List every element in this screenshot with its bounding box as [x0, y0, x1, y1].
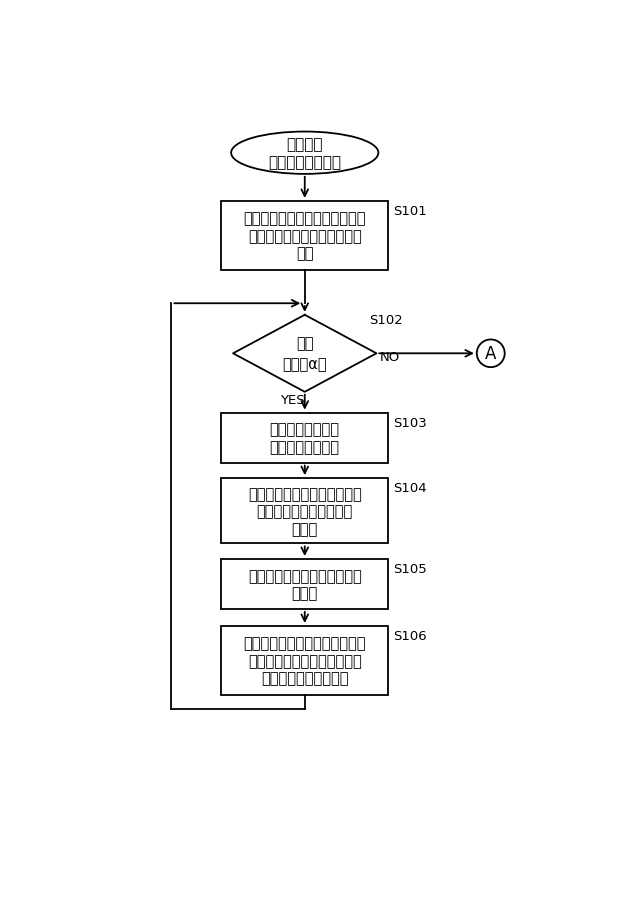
Text: 水温: 水温 — [296, 335, 314, 351]
Text: ガス切り替え弁を
新気側に切り替え: ガス切り替え弁を 新気側に切り替え — [269, 422, 340, 455]
Text: NO: NO — [380, 351, 400, 363]
Text: A: A — [485, 345, 497, 363]
Text: スタート
（内燃機関始動）: スタート （内燃機関始動） — [268, 138, 341, 169]
Text: サブスロットルの開弁制御と
クーラ冷却弁の閉弁制御
を実行: サブスロットルの開弁制御と クーラ冷却弁の閉弁制御 を実行 — [248, 486, 362, 536]
Text: S104: S104 — [393, 482, 426, 495]
Bar — [221, 201, 388, 271]
Text: ＜閾値α？: ＜閾値α？ — [282, 357, 327, 373]
Bar — [221, 413, 388, 463]
Bar — [221, 478, 388, 544]
Text: メインスロットルの閉弁制御
を実行: メインスロットルの閉弁制御 を実行 — [248, 568, 362, 600]
Text: メインスロットルの閉弁制御と
サブスロットルの開弁制御を
所定時間経過まで維持: メインスロットルの閉弁制御と サブスロットルの開弁制御を 所定時間経過まで維持 — [243, 636, 366, 686]
Text: S105: S105 — [393, 562, 426, 576]
Text: メインスロットルの開弁制御と
サブスロットルの閉弁制御を
実行: メインスロットルの開弁制御と サブスロットルの閉弁制御を 実行 — [243, 211, 366, 261]
Bar — [221, 559, 388, 609]
Text: S101: S101 — [393, 205, 426, 218]
Text: S106: S106 — [393, 630, 426, 642]
Bar — [221, 626, 388, 695]
Text: S103: S103 — [393, 416, 426, 429]
Ellipse shape — [231, 132, 378, 175]
Text: YES: YES — [280, 394, 305, 407]
Text: S102: S102 — [369, 314, 403, 327]
Circle shape — [477, 340, 505, 368]
